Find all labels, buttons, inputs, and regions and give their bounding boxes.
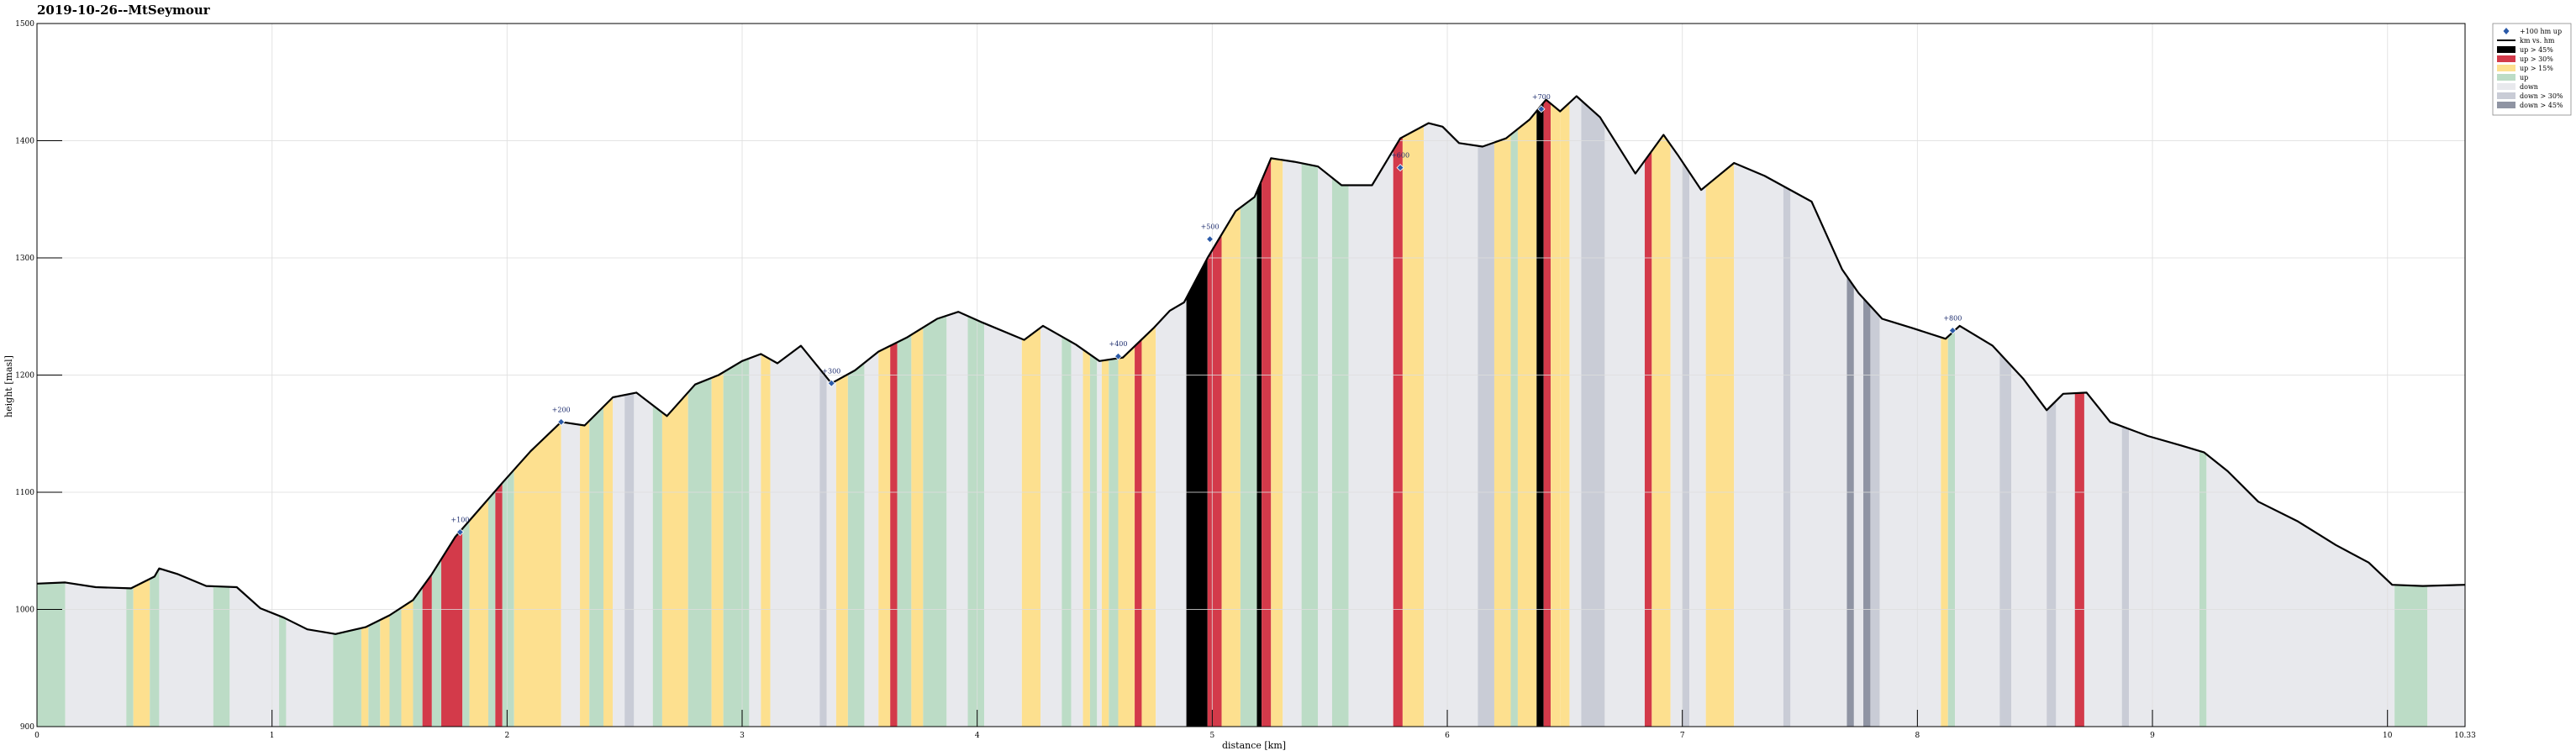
legend-swatch-patch — [2497, 102, 2515, 108]
x-tick-label: 0 — [34, 732, 40, 740]
hundred-marker — [1205, 235, 1214, 244]
legend-label: down > 45% — [2520, 102, 2563, 109]
hundred-marker — [1396, 164, 1404, 172]
hundred-marker — [1114, 352, 1123, 360]
hundred-marker-label: +400 — [1109, 340, 1127, 348]
hundred-marker-label: +100 — [450, 516, 469, 523]
profile-line — [36, 95, 2466, 635]
legend-label: down > 30% — [2520, 92, 2563, 100]
hundred-marker-label: +500 — [1201, 223, 1220, 231]
legend-label: up > 15% — [2520, 65, 2553, 72]
y-tick-label: 1400 — [15, 138, 34, 146]
legend-swatch-patch — [2497, 83, 2515, 90]
legend-label: down — [2520, 83, 2538, 91]
hundred-marks: +100 +200 +300 +400 +500 +600 +700 +800 — [450, 93, 1962, 536]
legend-label: up — [2520, 74, 2528, 81]
hundred-marker-label: +800 — [1943, 314, 1962, 322]
y-axis-label: height [masl] — [3, 355, 14, 417]
profile-line-group — [36, 95, 2466, 635]
legend-swatch-marker — [2503, 28, 2510, 34]
legend-label: up > 45% — [2520, 46, 2553, 54]
x-tick-label: 9 — [2150, 732, 2155, 740]
y-tick-label: 1200 — [15, 372, 34, 381]
x-tick-label: 6 — [1445, 732, 1450, 740]
x-tick-label: 4 — [975, 732, 980, 740]
y-tick-label: 1300 — [15, 255, 34, 263]
area-mask — [37, 24, 2465, 727]
hundred-marker-label: +300 — [822, 367, 840, 375]
hundred-marker-label: +600 — [1391, 152, 1409, 160]
legend-swatch-patch — [2497, 92, 2515, 99]
hundred-marker-label: +200 — [552, 406, 571, 413]
x-tick-label: 10 — [2383, 732, 2393, 740]
hundred-marker — [456, 528, 464, 536]
chart-title: 2019-10-26--MtSeymour — [37, 3, 211, 18]
y-tick-label: 1500 — [15, 20, 34, 29]
legend-swatch-patch — [2497, 74, 2515, 81]
x-tick-label: 2 — [504, 732, 509, 740]
legend-label: +100 hm up — [2520, 28, 2562, 35]
hundred-marker — [1537, 105, 1546, 113]
y-tick-label: 1100 — [15, 489, 34, 497]
legend-swatch-patch — [2497, 55, 2515, 62]
mask-above-profile — [37, 24, 2465, 634]
x-tick-label: 5 — [1209, 732, 1214, 740]
x-axis-label: distance [km] — [1222, 740, 1286, 751]
x-tick-label: 7 — [1680, 732, 1685, 740]
legend-swatch-patch — [2497, 65, 2515, 71]
hundred-marker-label: +700 — [1532, 93, 1551, 101]
x-tick-label: 3 — [740, 732, 745, 740]
y-tick-label: 900 — [20, 723, 34, 732]
hundred-marker — [827, 379, 835, 387]
x-tick-label: 1 — [270, 732, 275, 740]
hundred-marker — [1948, 326, 1957, 335]
x-tick-label: 8 — [1915, 732, 1920, 740]
legend-swatch-patch — [2497, 46, 2515, 53]
legend-label: km vs. hm — [2520, 37, 2555, 45]
axes: 0 1 2 3 4 5 6 7 8 9 10 10.33 900 1000 1100 1200 1300 1400… — [15, 20, 2476, 740]
legend-label: up > 30% — [2520, 55, 2553, 63]
hundred-marker — [557, 417, 566, 426]
y-tick-label: 1000 — [15, 606, 34, 615]
x-tick-label: 10.33 — [2454, 732, 2476, 740]
